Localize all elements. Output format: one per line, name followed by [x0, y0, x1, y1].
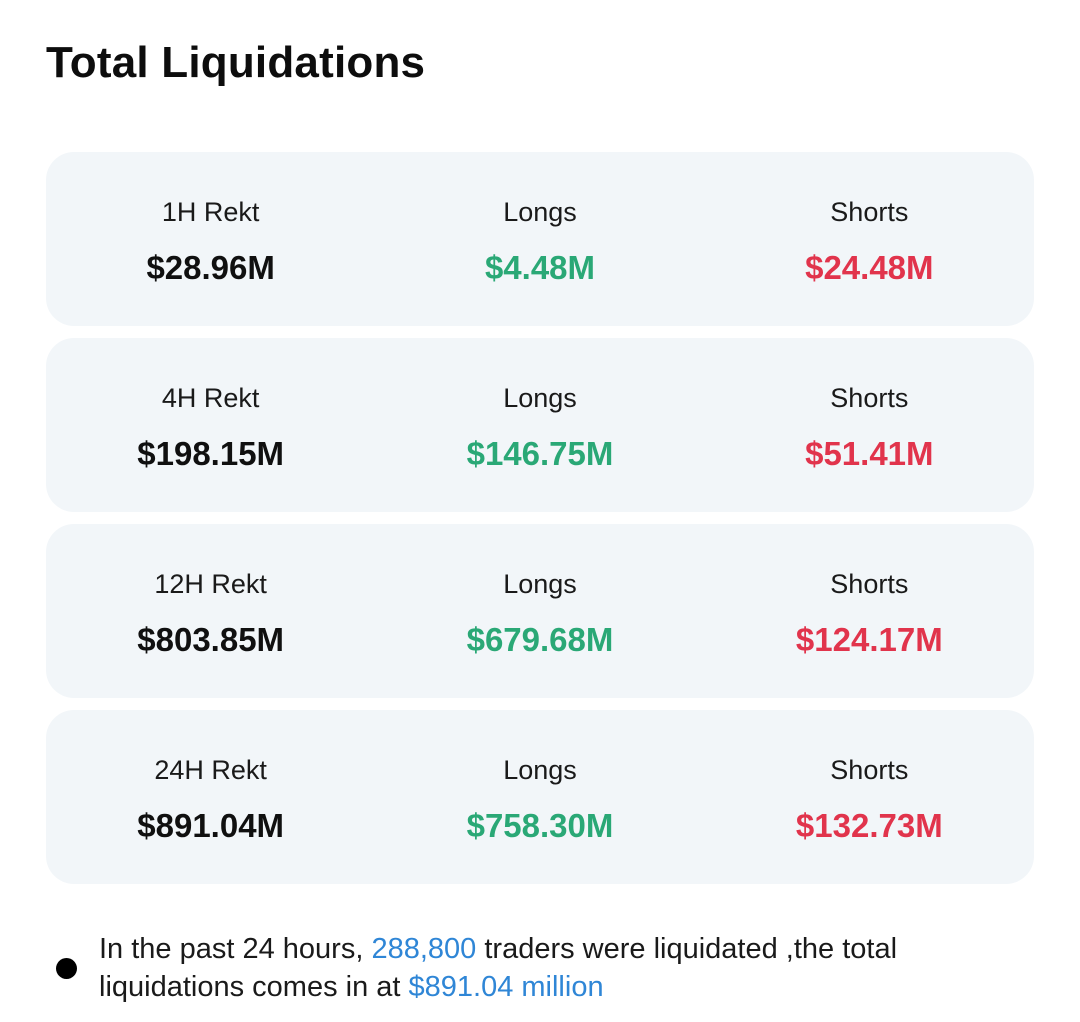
longs-value: $146.75M: [466, 435, 614, 472]
bullet-dot-icon: [56, 958, 77, 979]
shorts-value: $24.48M: [805, 249, 934, 286]
period-label: 24H Rekt: [154, 755, 267, 785]
total-value: $891.04M: [137, 807, 285, 844]
shorts-value: $124.17M: [795, 621, 943, 658]
shorts-value: $51.41M: [805, 435, 934, 472]
shorts-label: Shorts: [830, 569, 909, 599]
liquidation-cards: 1H Rekt $28.96M Longs $4.48M Shorts $24.…: [46, 152, 1034, 896]
card-4h: 4H Rekt $198.15M Longs $146.75M Shorts $…: [46, 338, 1034, 512]
total-column: 4H Rekt $198.15M: [46, 338, 375, 512]
summary-text: In the past 24 hours, 288,800 traders we…: [99, 930, 1016, 1006]
card-24h: 24H Rekt $891.04M Longs $758.30M Shorts …: [46, 710, 1034, 884]
summary-note: In the past 24 hours, 288,800 traders we…: [56, 930, 1016, 1006]
total-column: 12H Rekt $803.85M: [46, 524, 375, 698]
period-label: 4H Rekt: [161, 383, 260, 413]
period-label: 12H Rekt: [154, 569, 267, 599]
total-value: $198.15M: [137, 435, 285, 472]
total-amount: $891.04 million: [408, 971, 604, 1003]
total-value: $28.96M: [146, 249, 275, 286]
longs-column: Longs $146.75M: [375, 338, 704, 512]
traders-count: 288,800: [371, 933, 477, 965]
longs-value: $758.30M: [466, 807, 614, 844]
shorts-column: Shorts $24.48M: [705, 152, 1034, 326]
longs-column: Longs $4.48M: [375, 152, 704, 326]
longs-value: $679.68M: [466, 621, 614, 658]
longs-label: Longs: [503, 569, 577, 599]
total-column: 1H Rekt $28.96M: [46, 152, 375, 326]
longs-column: Longs $679.68M: [375, 524, 704, 698]
summary-middle: traders were liquidated ,the total liqui…: [99, 933, 898, 1003]
shorts-label: Shorts: [830, 755, 909, 785]
shorts-value: $132.73M: [795, 807, 943, 844]
total-column: 24H Rekt $891.04M: [46, 710, 375, 884]
shorts-column: Shorts $51.41M: [705, 338, 1034, 512]
page-title: Total Liquidations: [46, 38, 426, 87]
longs-value: $4.48M: [484, 249, 596, 286]
period-label: 1H Rekt: [161, 197, 260, 227]
longs-column: Longs $758.30M: [375, 710, 704, 884]
shorts-column: Shorts $124.17M: [705, 524, 1034, 698]
shorts-label: Shorts: [830, 383, 909, 413]
card-12h: 12H Rekt $803.85M Longs $679.68M Shorts …: [46, 524, 1034, 698]
longs-label: Longs: [503, 383, 577, 413]
card-1h: 1H Rekt $28.96M Longs $4.48M Shorts $24.…: [46, 152, 1034, 326]
longs-label: Longs: [503, 197, 577, 227]
longs-label: Longs: [503, 755, 577, 785]
total-value: $803.85M: [137, 621, 285, 658]
shorts-label: Shorts: [830, 197, 909, 227]
shorts-column: Shorts $132.73M: [705, 710, 1034, 884]
summary-prefix: In the past 24 hours,: [99, 933, 372, 965]
